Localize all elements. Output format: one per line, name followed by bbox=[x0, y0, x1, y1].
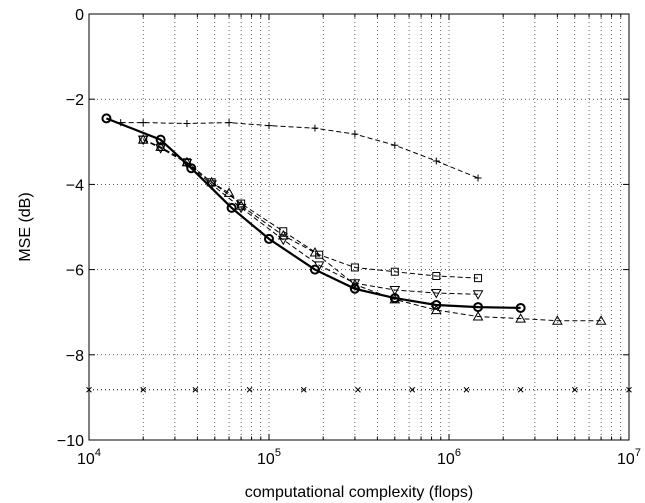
series-line-triangle-down bbox=[142, 139, 479, 295]
marker-triangle-down bbox=[235, 203, 247, 214]
x-tick-label: 104 bbox=[77, 447, 101, 468]
series-line-circle bbox=[105, 117, 521, 309]
marker-x bbox=[463, 386, 470, 393]
marker-x bbox=[571, 386, 578, 393]
marker-x bbox=[355, 386, 361, 393]
marker-x bbox=[192, 386, 199, 393]
marker-plus bbox=[391, 141, 399, 149]
marker-x bbox=[300, 386, 307, 393]
x-tick-base: 10 bbox=[437, 451, 455, 468]
marker-plus bbox=[183, 119, 191, 127]
series-circle bbox=[101, 113, 526, 313]
marker-triangle-down bbox=[155, 144, 166, 154]
marker-x bbox=[140, 386, 147, 393]
marker-plus bbox=[474, 174, 482, 182]
series-plus bbox=[117, 119, 482, 182]
x-tick-label: 106 bbox=[437, 447, 461, 468]
marker-square bbox=[432, 271, 441, 280]
y-tick-label: 0 bbox=[75, 7, 84, 24]
grid bbox=[89, 14, 629, 440]
marker-circle bbox=[264, 233, 274, 244]
marker-triangle-up bbox=[235, 200, 247, 210]
x-tick-exponent: 4 bbox=[95, 447, 101, 459]
marker-triangle-up bbox=[277, 230, 289, 240]
marker-x bbox=[517, 386, 524, 393]
marker-square bbox=[279, 227, 288, 236]
marker-triangle-up bbox=[552, 315, 563, 325]
marker-plus bbox=[225, 119, 233, 127]
marker-triangle-down bbox=[430, 289, 442, 299]
marker-circle bbox=[431, 299, 442, 310]
y-tick-label: −6 bbox=[66, 263, 84, 280]
marker-circle bbox=[186, 163, 197, 174]
marker-x bbox=[246, 386, 253, 393]
y-tick-label: −8 bbox=[66, 348, 84, 365]
plot-frame bbox=[88, 13, 630, 441]
series-group bbox=[86, 113, 632, 393]
marker-triangle-up bbox=[595, 315, 607, 325]
x-tick-exponent: 5 bbox=[275, 447, 281, 459]
marker-circle bbox=[226, 202, 237, 213]
y-tick-label: −2 bbox=[66, 92, 84, 109]
y-tick-label: −10 bbox=[57, 433, 84, 450]
marker-circle bbox=[349, 283, 360, 294]
x-tick-base: 10 bbox=[617, 451, 635, 468]
marker-square bbox=[474, 274, 483, 283]
y-axis-label: MSE (dB) bbox=[17, 192, 34, 261]
x-tick-label: 107 bbox=[617, 447, 641, 468]
marker-circle bbox=[389, 293, 400, 304]
marker-square bbox=[237, 199, 246, 208]
marker-circle bbox=[473, 302, 484, 313]
marker-triangle-up bbox=[206, 176, 217, 187]
marker-triangle-down bbox=[277, 235, 289, 246]
x-axis-label: computational complexity (flops) bbox=[245, 484, 474, 501]
x-tick-label: 105 bbox=[257, 447, 281, 468]
x-tick-exponent: 7 bbox=[635, 447, 641, 459]
series-x bbox=[86, 386, 632, 393]
marker-triangle-up bbox=[155, 141, 166, 151]
x-tick-base: 10 bbox=[77, 451, 95, 468]
marker-triangle-up bbox=[309, 247, 321, 257]
marker-triangle-up bbox=[137, 134, 149, 144]
marker-triangle-up bbox=[515, 313, 526, 323]
marker-square bbox=[315, 250, 324, 259]
marker-triangle-down bbox=[389, 286, 401, 296]
marker-circle bbox=[515, 302, 526, 313]
x-tick-base: 10 bbox=[257, 451, 275, 468]
marker-circle bbox=[101, 113, 112, 124]
marker-triangle-up bbox=[223, 187, 235, 197]
marker-square bbox=[390, 267, 399, 276]
marker-plus bbox=[432, 157, 440, 165]
marker-circle bbox=[155, 134, 166, 145]
x-tick-exponent: 6 bbox=[455, 447, 461, 459]
ticks bbox=[89, 13, 629, 441]
marker-plus bbox=[139, 119, 147, 127]
series-line-plus bbox=[120, 122, 479, 179]
marker-plus bbox=[265, 122, 273, 130]
marker-triangle-up bbox=[430, 304, 442, 315]
y-tick-label: −4 bbox=[66, 177, 84, 194]
marker-circle bbox=[309, 264, 320, 275]
marker-square bbox=[350, 263, 359, 272]
marker-x bbox=[409, 386, 416, 393]
marker-plus bbox=[311, 124, 319, 132]
marker-triangle-up bbox=[472, 310, 484, 321]
marker-triangle-down bbox=[472, 290, 484, 300]
marker-plus bbox=[351, 130, 359, 138]
